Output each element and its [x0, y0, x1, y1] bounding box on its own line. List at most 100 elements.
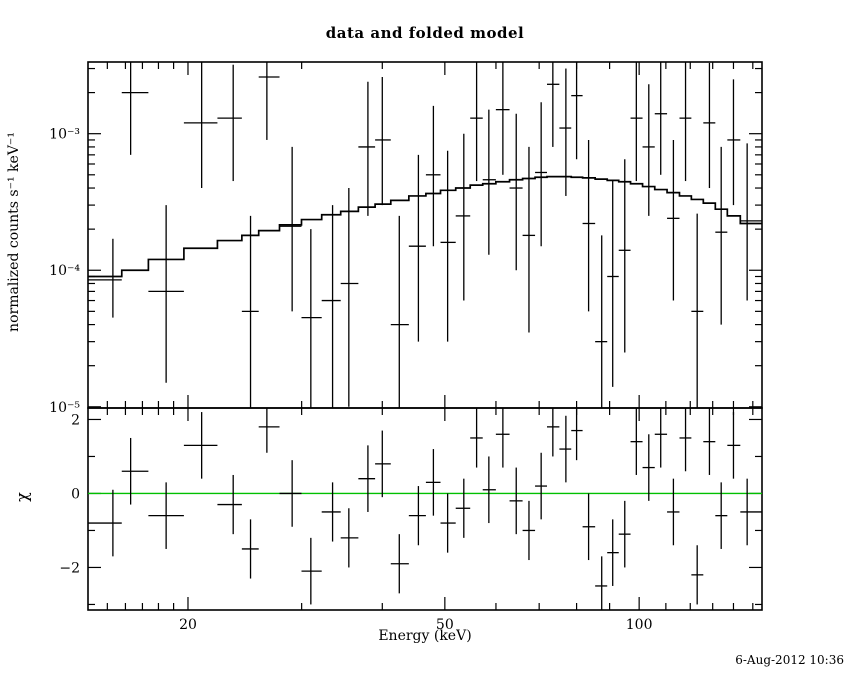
data-point — [535, 102, 547, 247]
x-tick-label: 100 — [626, 617, 653, 633]
x-tick-label: 50 — [436, 617, 454, 633]
y-tick-label: 10⁻⁴ — [49, 263, 80, 279]
data-point — [727, 79, 741, 206]
x-tick-labels: 20 50 100 — [179, 617, 652, 633]
residual-point — [559, 415, 572, 483]
data-point — [607, 181, 619, 387]
residual-point — [727, 412, 741, 479]
model-line — [88, 175, 762, 278]
residual-point — [258, 408, 280, 453]
residual-point — [495, 408, 510, 468]
data-point — [455, 133, 471, 301]
residual-point — [121, 437, 149, 505]
data-point — [618, 159, 631, 353]
residual-point — [455, 478, 471, 538]
residual-point — [301, 537, 322, 605]
data-point — [301, 229, 322, 408]
data-point — [408, 154, 426, 342]
residual-point — [740, 478, 762, 546]
bottom-y-tick-labels: −2 0 2 — [59, 412, 80, 576]
top-y-ticks — [88, 67, 762, 408]
y-tick-label: 2 — [71, 412, 80, 428]
residual-point — [642, 434, 655, 501]
residual-point — [88, 489, 122, 557]
residual-point — [375, 430, 391, 498]
residual-point — [667, 478, 680, 546]
data-point — [559, 68, 572, 196]
residual-point — [654, 408, 668, 468]
data-points — [88, 62, 762, 408]
residual-point — [279, 460, 302, 527]
residual-point — [358, 445, 376, 512]
data-point — [691, 213, 704, 408]
residual-points — [88, 408, 762, 610]
x-axis-ticks — [106, 62, 754, 610]
residual-point — [241, 519, 259, 579]
data-point — [375, 77, 391, 206]
y-tick-label: 10⁻⁵ — [49, 400, 80, 416]
residual-point — [582, 493, 596, 561]
residual-point — [183, 412, 218, 479]
residual-point — [390, 534, 409, 594]
data-point — [571, 62, 583, 160]
residual-point — [546, 408, 560, 457]
data-point — [321, 205, 341, 408]
residual-point — [691, 545, 704, 605]
residual-point — [217, 474, 242, 535]
residual-point — [535, 452, 547, 520]
timestamp: 6-Aug-2012 10:36 — [735, 653, 844, 667]
residual-point — [482, 456, 496, 524]
residual-point — [340, 508, 359, 568]
y-tick-label: 10⁻³ — [49, 127, 80, 143]
residual-point — [595, 556, 608, 610]
data-point — [358, 81, 376, 216]
data-point — [88, 238, 122, 318]
residual-point — [715, 482, 728, 549]
chart-title: data and folded model — [325, 24, 525, 42]
data-point — [495, 62, 510, 175]
data-point — [425, 105, 441, 247]
y-axis-label-bottom: χ — [12, 492, 32, 502]
x-tick-label: 20 — [179, 617, 197, 633]
data-point — [258, 62, 280, 140]
y-tick-label: 0 — [71, 486, 80, 502]
data-point — [509, 113, 523, 271]
data-point — [470, 62, 483, 182]
data-point — [667, 139, 680, 301]
residual-point — [470, 408, 483, 468]
residual-point — [148, 482, 184, 549]
data-point — [148, 205, 184, 383]
data-point — [654, 62, 668, 175]
residual-point — [509, 467, 523, 535]
data-point — [642, 84, 655, 216]
residual-point — [321, 482, 341, 542]
data-point — [595, 235, 608, 408]
y-tick-label: −2 — [59, 560, 80, 576]
residual-point — [618, 500, 631, 568]
data-point — [582, 139, 596, 312]
data-point — [279, 146, 302, 312]
data-point — [241, 215, 259, 408]
residual-point — [440, 493, 456, 553]
residual-point — [408, 486, 426, 546]
data-point — [340, 188, 359, 407]
data-point — [482, 109, 496, 255]
data-point — [679, 62, 692, 182]
plot-frame — [87, 61, 763, 611]
residual-point — [522, 500, 536, 561]
residual-point — [703, 408, 716, 475]
data-point — [183, 62, 218, 189]
residual-point — [425, 449, 441, 516]
data-point — [630, 62, 643, 182]
data-point — [121, 62, 149, 155]
data-point — [390, 215, 409, 408]
data-point — [715, 146, 728, 325]
data-point — [703, 62, 716, 189]
x-axis-label: Energy (keV) — [378, 628, 472, 644]
data-point — [740, 143, 762, 301]
data-point — [217, 64, 242, 182]
data-point — [522, 146, 536, 333]
data-point — [440, 150, 456, 342]
top-y-tick-labels: 10⁻⁵ 10⁻⁴ 10⁻³ — [49, 127, 80, 416]
